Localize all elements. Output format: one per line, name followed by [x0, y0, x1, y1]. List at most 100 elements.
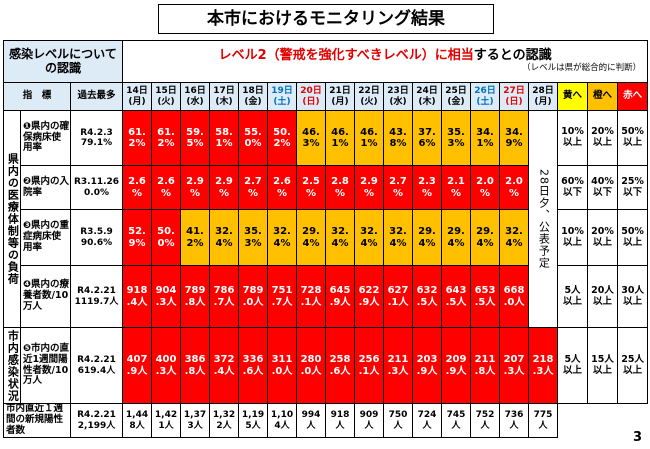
- value-cell: 32.4%: [354, 209, 384, 266]
- date-header: 14日 (月): [122, 82, 152, 111]
- record-date: R3.11.26: [73, 177, 120, 188]
- indicator-label: ❷県内の入院率: [20, 165, 71, 210]
- value-cell: 32.4%: [499, 209, 529, 266]
- day: 16日: [184, 86, 206, 97]
- value-cell: 29.4%: [412, 209, 442, 266]
- value-cell: 203.9人: [412, 327, 442, 404]
- record-date: R4.2.21: [77, 286, 116, 297]
- record-cell: R4.2.21 2,199人: [70, 403, 123, 438]
- value-cell: 2.9%: [180, 165, 210, 210]
- indicator-label: ❸県内の重症病床使用率: [20, 209, 71, 266]
- weekday: (火): [360, 96, 378, 107]
- value-cell: 750人: [383, 403, 413, 438]
- value-cell: 2.7%: [383, 165, 413, 210]
- record-value: 90.6%: [80, 237, 113, 248]
- indicator-label: ❹県内の療養者数/10万人: [20, 265, 71, 328]
- threshold-cell: 10%以上: [557, 110, 588, 166]
- data-row: ❹県内の療養者数/10万人 R4.2.21 1119.7人 918.4人 904.3人 7…: [4, 265, 649, 328]
- value-cell: 35.3%: [238, 209, 268, 266]
- value-cell: 211.8人: [470, 327, 500, 404]
- record-cell: R4.2.3 79.1%: [70, 110, 123, 166]
- indicator-label: 市内直近１週間の新規陽性者数: [3, 403, 71, 438]
- record-value: 0.0%: [84, 187, 109, 198]
- value-cell: 2.6%: [122, 165, 152, 210]
- message: レベル2（警戒を強化すべきレベル）に相当するとの認識: [124, 48, 647, 64]
- value-cell: 1,373人: [180, 403, 210, 438]
- value-cell: 32.4%: [383, 209, 413, 266]
- date-header: 24日 (木): [412, 82, 442, 111]
- monitoring-table: 感染レベルについての認識 レベル2（警戒を強化すべきレベル）に相当するとの認識 （レ…: [3, 40, 649, 438]
- threshold-cell: 15人以上: [587, 327, 618, 404]
- recognition-row: 感染レベルについての認識 レベル2（警戒を強化すべきレベル）に相当するとの認識 （レ…: [3, 40, 649, 83]
- value-cell: 2.1%: [441, 165, 471, 210]
- data-row: 市内感染状況 ❺市内の直近1週間陽性者数/10万人 R4.2.21 619.4人 407…: [3, 327, 649, 404]
- value-cell: 407.9人: [122, 327, 152, 404]
- value-cell: 2.9%: [354, 165, 384, 210]
- record-header: 過去最多: [70, 82, 123, 111]
- value-cell: 61.2%: [151, 110, 181, 166]
- value-cell: 50.2%: [267, 110, 297, 166]
- page-number: 3: [632, 430, 642, 445]
- day: 14日: [126, 86, 148, 97]
- value-cell: 400.3人: [151, 327, 181, 404]
- data-row: 県内の医療体制等の負荷 ❶県内の確保病床使用率 R4.2.3 79.1% 61.2% 61…: [3, 110, 649, 328]
- weekday: (水): [186, 96, 204, 107]
- threshold-cell: 5人以上: [557, 265, 588, 328]
- value-cell: 775人: [528, 403, 558, 438]
- weekday: (木): [418, 96, 436, 107]
- threshold-cell: 20%以上: [587, 110, 618, 166]
- value-cell: 256.1人: [354, 327, 384, 404]
- record-value: 1119.7人: [74, 296, 119, 307]
- value-cell: 34.1%: [470, 110, 500, 166]
- value-cell: 668.0人: [499, 265, 529, 328]
- value-cell: 46.1%: [354, 110, 384, 166]
- message-black: するとの認識: [473, 48, 552, 64]
- day: 19日: [271, 86, 293, 97]
- value-cell: 372.4人: [209, 327, 239, 404]
- value-cell: 211.3人: [383, 327, 413, 404]
- weekday: (日): [302, 96, 320, 107]
- date-header: 23日 (水): [383, 82, 413, 111]
- threshold-cell: 60%以下: [557, 165, 588, 210]
- value-cell: 1,104人: [267, 403, 297, 438]
- threshold-cell: 40%以下: [587, 165, 618, 210]
- date-header: 21日 (月): [325, 82, 355, 111]
- threshold-cell: 30人以上: [616, 265, 649, 328]
- value-cell: 904.3人: [151, 265, 181, 328]
- day: 17日: [213, 86, 235, 97]
- record-date: R3.5.9: [80, 227, 113, 238]
- value-cell: 2.7%: [238, 165, 268, 210]
- record-cell: R3.11.26 0.0%: [70, 165, 123, 210]
- value-cell: 752人: [470, 403, 500, 438]
- threshold-cell: 25人以上: [616, 327, 649, 404]
- value-cell: 1,421人: [151, 403, 181, 438]
- weekday: (月): [331, 96, 349, 107]
- value-cell: 728.1人: [296, 265, 326, 328]
- value-cell: 643.5人: [441, 265, 471, 328]
- record-cell: R4.2.21 619.4人: [70, 327, 123, 404]
- day: 25日: [445, 86, 467, 97]
- value-cell: 2.3%: [412, 165, 442, 210]
- record-cell: R4.2.21 1119.7人: [70, 265, 123, 328]
- value-cell: 37.6%: [412, 110, 442, 166]
- day: 24日: [416, 86, 438, 97]
- weekday: (金): [244, 96, 262, 107]
- data-row: ❷県内の入院率 R3.11.26 0.0% 2.6% 2.6% 2.9% 2.9% 2.7% 2…: [4, 165, 649, 210]
- record-date: R4.2.21: [77, 410, 116, 421]
- value-cell: 2.0%: [499, 165, 529, 210]
- day: 18日: [242, 86, 264, 97]
- value-cell: 311.0人: [267, 327, 297, 404]
- date-header: 22日 (火): [354, 82, 384, 111]
- data-row: 市内直近１週間の新規陽性者数 R4.2.21 2,199人 1,448人 1,421人 1…: [3, 403, 648, 438]
- value-cell: 59.5%: [180, 110, 210, 166]
- weekday: (日): [505, 96, 523, 107]
- value-cell: 789.8人: [180, 265, 210, 328]
- threshold-cell: 50%以上: [616, 209, 649, 266]
- value-cell: 2.6%: [267, 165, 297, 210]
- value-cell: 751.7人: [267, 265, 297, 328]
- value-cell: 627.1人: [383, 265, 413, 328]
- threshold-cell: 50%以上: [616, 110, 649, 166]
- note: （レベルは県が総合的に判断）: [522, 63, 642, 74]
- value-cell: 736人: [499, 403, 529, 438]
